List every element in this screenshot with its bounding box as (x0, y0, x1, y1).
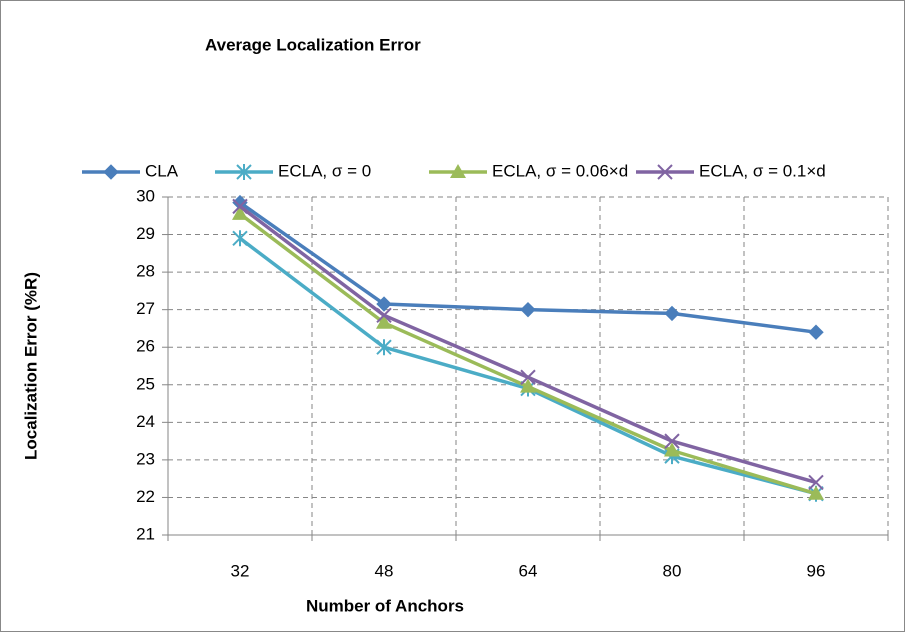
legend-label: ECLA, σ = 0.1×d (699, 161, 826, 180)
legend-label: CLA (145, 161, 179, 180)
y-tick-label: 27 (136, 299, 155, 318)
marker-diamond (376, 296, 392, 312)
legend-label: ECLA, σ = 0 (278, 161, 371, 180)
y-tick-label: 21 (136, 524, 155, 543)
chart-title: Average Localization Error (205, 35, 421, 54)
x-tick-label: 32 (231, 561, 250, 580)
marker-diamond (808, 324, 824, 340)
y-tick-label: 28 (136, 262, 155, 281)
marker-x (808, 474, 824, 491)
y-tick-label: 29 (136, 224, 155, 243)
marker-x (376, 307, 392, 324)
x-tick-label: 96 (807, 561, 826, 580)
marker-x (657, 164, 673, 180)
marker-asterisk (236, 164, 252, 180)
marker-x (520, 369, 536, 385)
legend-label: ECLA, σ = 0.06×d (492, 161, 628, 180)
y-tick-label: 30 (136, 186, 155, 205)
marker-triangle (808, 485, 824, 500)
marker-triangle (520, 378, 536, 393)
marker-triangle (376, 314, 392, 329)
y-tick-label: 22 (136, 487, 155, 506)
marker-asterisk (376, 339, 392, 356)
marker-diamond (664, 305, 680, 322)
marker-diamond (103, 164, 119, 180)
x-tick-label: 64 (519, 561, 538, 580)
x-tick-label: 48 (375, 561, 394, 580)
marker-diamond (520, 301, 536, 318)
x-tick-label: 80 (663, 561, 682, 580)
marker-triangle (232, 205, 248, 220)
y-tick-label: 23 (136, 449, 155, 468)
marker-triangle (450, 164, 466, 178)
marker-x (232, 198, 248, 215)
y-axis-label: Localization Error (%R) (21, 272, 40, 460)
y-tick-label: 26 (136, 337, 155, 356)
marker-x (664, 433, 680, 449)
y-tick-label: 25 (136, 374, 155, 393)
x-axis-label: Number of Anchors (306, 596, 464, 615)
marker-asterisk (232, 230, 248, 247)
marker-triangle (664, 442, 680, 457)
y-tick-label: 24 (136, 412, 155, 431)
